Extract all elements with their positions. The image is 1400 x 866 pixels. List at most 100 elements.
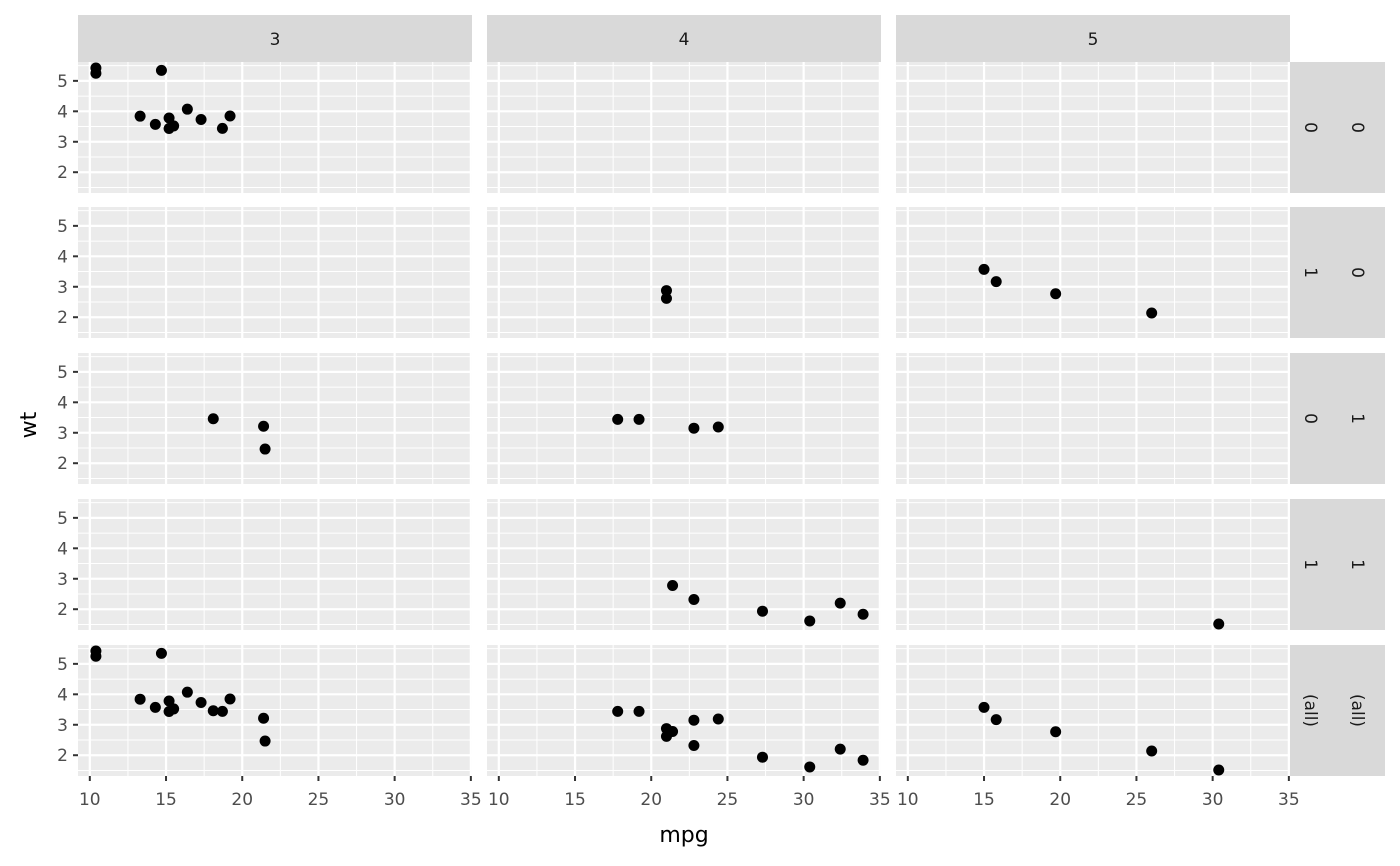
data-point xyxy=(207,705,219,717)
y-tick-label: 5 xyxy=(57,217,68,237)
row-strip xyxy=(1290,62,1385,193)
data-point xyxy=(667,579,679,591)
y-tick-label: 2 xyxy=(57,163,68,183)
x-tick-label: 10 xyxy=(488,790,510,810)
x-tick-label: 25 xyxy=(308,790,330,810)
data-point xyxy=(688,739,700,751)
data-point xyxy=(163,123,175,135)
row-strip xyxy=(1290,645,1385,776)
data-point xyxy=(155,647,167,659)
y-tick-label: 3 xyxy=(57,570,68,590)
y-tick-label: 2 xyxy=(57,308,68,328)
y-tick-label: 4 xyxy=(57,102,68,122)
column-strip-label: 4 xyxy=(679,30,690,50)
row-strip-label: 1 xyxy=(1300,559,1320,570)
x-tick-label: 30 xyxy=(1202,790,1224,810)
data-point xyxy=(612,705,624,717)
data-point xyxy=(149,118,161,130)
y-tick-label: 2 xyxy=(57,454,68,474)
x-tick-label: 15 xyxy=(564,790,586,810)
y-tick-label: 3 xyxy=(57,278,68,298)
data-point xyxy=(756,751,768,763)
column-strip-label: 5 xyxy=(1088,30,1099,50)
data-point xyxy=(258,712,270,724)
column-strip-3 xyxy=(78,15,472,62)
y-tick-label: 3 xyxy=(57,716,68,736)
data-point xyxy=(990,276,1002,288)
data-point xyxy=(1146,307,1158,319)
column-strip-4 xyxy=(487,15,881,62)
data-point xyxy=(224,693,236,705)
data-point xyxy=(163,706,175,718)
x-tick-label: 10 xyxy=(79,790,101,810)
data-point xyxy=(181,686,193,698)
data-point xyxy=(712,421,724,433)
x-axis-title: mpg xyxy=(659,823,708,848)
data-point xyxy=(134,110,146,122)
y-tick-label: 5 xyxy=(57,363,68,383)
data-point xyxy=(90,62,102,74)
data-point xyxy=(258,420,270,432)
row-strip-label: (all) xyxy=(1347,694,1367,727)
row-strip-label: 1 xyxy=(1300,267,1320,278)
data-point xyxy=(688,714,700,726)
y-tick-label: 2 xyxy=(57,746,68,766)
data-point xyxy=(195,114,207,126)
y-tick-label: 5 xyxy=(57,509,68,529)
y-tick-label: 4 xyxy=(57,247,68,267)
data-point xyxy=(149,701,161,713)
x-tick-label: 30 xyxy=(793,790,815,810)
column-strip-5 xyxy=(896,15,1290,62)
x-tick-label: 10 xyxy=(897,790,919,810)
data-point xyxy=(857,754,869,766)
data-point xyxy=(633,413,645,425)
x-tick-label: 30 xyxy=(384,790,406,810)
data-point xyxy=(834,743,846,755)
data-point xyxy=(660,285,672,297)
data-point xyxy=(834,597,846,609)
row-strip-label: (all) xyxy=(1300,694,1320,727)
data-point xyxy=(688,593,700,605)
x-tick-label: 35 xyxy=(460,790,482,810)
x-tick-label: 35 xyxy=(1278,790,1300,810)
data-point xyxy=(857,608,869,620)
y-tick-label: 3 xyxy=(57,133,68,153)
row-strip-label: 1 xyxy=(1347,559,1367,570)
x-tick-label: 25 xyxy=(717,790,739,810)
row-strip-label: 0 xyxy=(1347,267,1367,278)
data-point xyxy=(688,422,700,434)
row-strip xyxy=(1290,207,1385,338)
row-strip-label: 0 xyxy=(1300,413,1320,424)
data-point xyxy=(990,714,1002,726)
data-point xyxy=(1050,726,1062,738)
data-point xyxy=(224,110,236,122)
x-tick-label: 20 xyxy=(1049,790,1071,810)
x-tick-label: 25 xyxy=(1126,790,1148,810)
data-point xyxy=(1213,764,1225,776)
column-strip-label: 3 xyxy=(270,30,281,50)
y-axis-title: wt xyxy=(17,411,42,438)
data-point xyxy=(633,705,645,717)
row-strip xyxy=(1290,353,1385,484)
y-tick-label: 4 xyxy=(57,539,68,559)
data-point xyxy=(155,64,167,76)
data-point xyxy=(216,705,228,717)
y-tick-label: 5 xyxy=(57,72,68,92)
y-tick-label: 3 xyxy=(57,424,68,444)
data-point xyxy=(216,122,228,134)
x-tick-label: 15 xyxy=(973,790,995,810)
data-point xyxy=(195,697,207,709)
data-point xyxy=(134,693,146,705)
data-point xyxy=(756,605,768,617)
row-strip-label: 1 xyxy=(1347,413,1367,424)
y-tick-label: 5 xyxy=(57,655,68,675)
data-point xyxy=(1146,745,1158,757)
row-strip xyxy=(1290,499,1385,630)
data-point xyxy=(181,103,193,115)
y-tick-label: 2 xyxy=(57,600,68,620)
data-point xyxy=(712,713,724,725)
x-tick-label: 20 xyxy=(640,790,662,810)
y-tick-label: 4 xyxy=(57,393,68,413)
y-tick-label: 4 xyxy=(57,685,68,705)
